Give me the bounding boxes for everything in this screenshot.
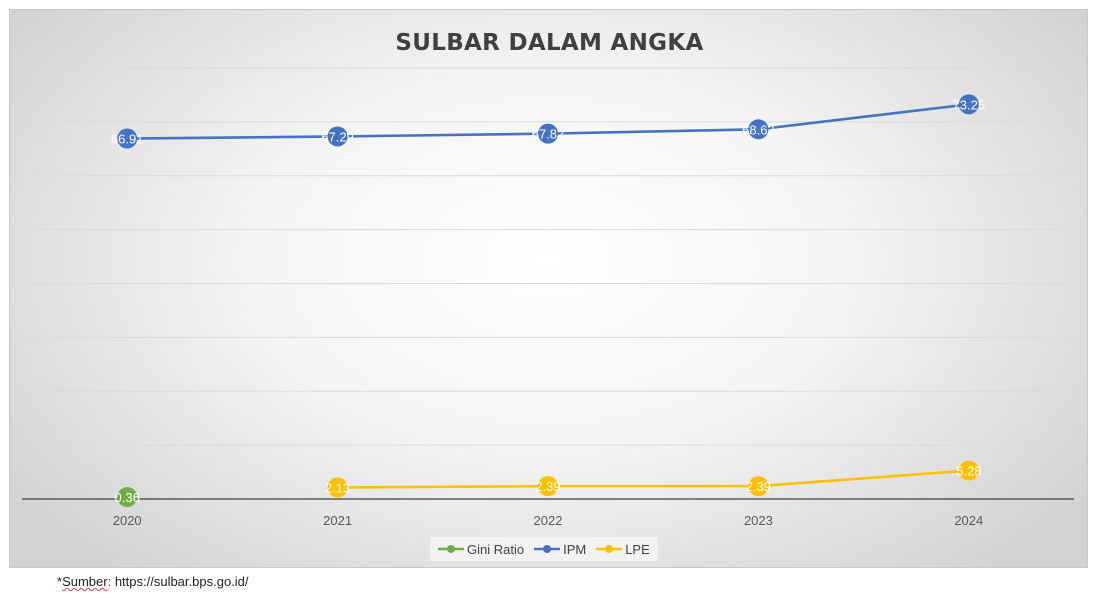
x-tick-label: 2020 [113, 513, 142, 528]
ipm-data-label: 66.91 [111, 132, 144, 147]
x-tick-label: 2023 [744, 513, 773, 528]
legend-label: Gini Ratio [467, 541, 525, 557]
lpe-point [327, 477, 348, 498]
lpe-point [958, 460, 979, 481]
series-lines [127, 103, 969, 489]
legend-label: IPM [563, 541, 587, 557]
legend-dot [447, 545, 455, 553]
gridlines [22, 67, 1074, 446]
lpe-data-label: 2.39 [746, 479, 771, 494]
ipm-data-label: 67.82 [532, 127, 565, 142]
source-word: Sumber [62, 574, 108, 589]
lpe-line [337, 469, 969, 489]
legend-item-ipm: IPM [534, 542, 586, 557]
data-labels: 0.36 66.91 67.29 67.82 68.62 73.25 2.13 2.39 2.3… [111, 97, 985, 505]
legend-marker-gini-ratio [438, 545, 464, 553]
plot-svg: 2020 2021 2022 2023 2024 0.36 66.91 67.29 67.82… [22, 67, 1074, 528]
lpe-data-label: 2.39 [535, 479, 560, 494]
gini-ratio-data-label: 0.36 [115, 490, 140, 505]
lpe-data-label: 2.13 [325, 481, 350, 496]
legend-marker-lpe [596, 545, 623, 553]
legend-label: LPE [625, 541, 650, 557]
source-url: : https://sulbar.bps.go.id/ [107, 574, 249, 589]
chart-title: SULBAR DALAM ANGKA [395, 30, 704, 56]
x-tick-label: 2021 [323, 513, 352, 528]
legend-dot [605, 545, 614, 553]
legend-item-lpe: LPE [596, 542, 650, 557]
legend-item-gini-ratio: Gini Ratio [438, 542, 524, 557]
gini-ratio-point [117, 487, 138, 508]
legend: Gini Ratio IPM LPE [430, 537, 658, 561]
x-axis: 2020 2021 2022 2023 2024 [22, 498, 1074, 528]
ipm-point [958, 94, 979, 115]
ipm-point [538, 123, 558, 144]
chart-area: SULBAR DALAM ANGKA 2020 2021 2022 2023 2024 … [9, 9, 1088, 568]
x-tick-label: 2024 [954, 513, 983, 528]
source-prefix: * [57, 574, 63, 589]
ipm-point [327, 126, 348, 147]
lpe-point [748, 476, 769, 497]
data-points [117, 94, 979, 508]
lpe-point [538, 476, 558, 497]
legend-marker-ipm [534, 545, 561, 553]
legend-dot [543, 545, 552, 553]
ipm-point [117, 128, 138, 149]
ipm-data-label: 73.25 [953, 97, 986, 112]
ipm-data-label: 67.29 [321, 129, 354, 144]
ipm-data-label: 68.62 [742, 122, 775, 137]
source-note: *Sumber: https://sulbar.bps.go.id/ [57, 574, 249, 589]
ipm-point [748, 119, 769, 140]
x-tick-label: 2022 [534, 513, 563, 528]
lpe-data-label: 5.28 [956, 464, 981, 479]
